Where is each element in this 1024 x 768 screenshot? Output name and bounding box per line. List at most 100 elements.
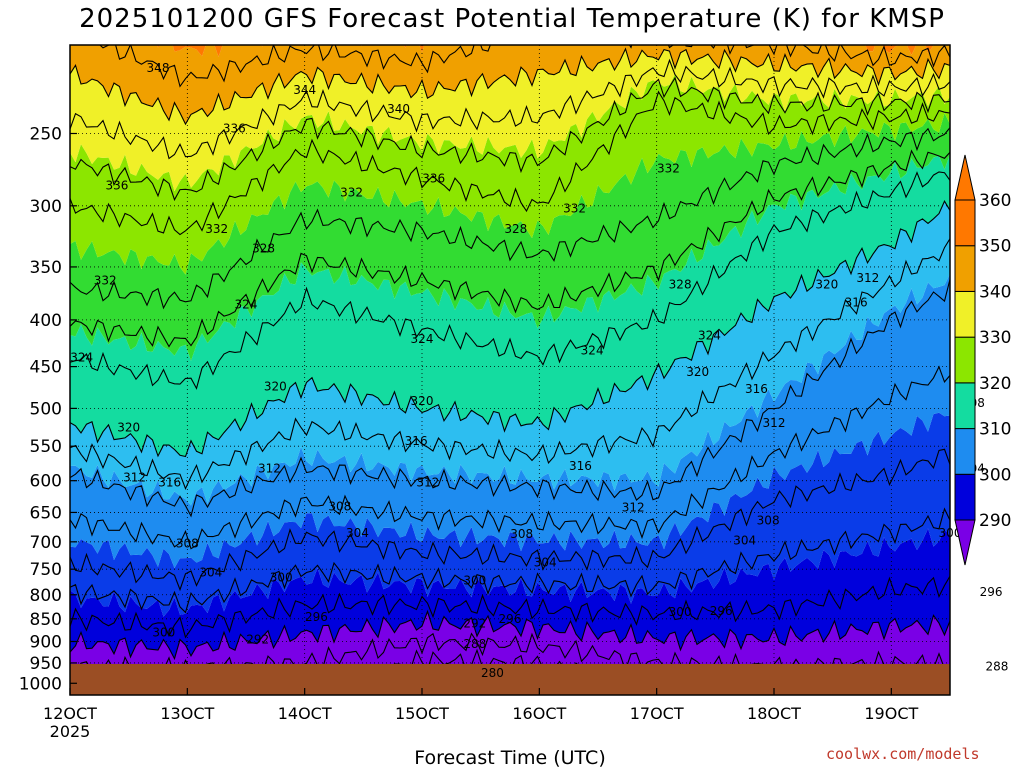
x-tick-label: 16OCT (512, 704, 566, 723)
contour-label: 312 (763, 416, 786, 430)
y-tick-label: 850 (30, 610, 62, 630)
fill-band-6 (70, 113, 950, 361)
isotherm-316 (70, 238, 950, 491)
contour-label: 300 (152, 626, 175, 640)
contour-label: 296 (710, 604, 733, 618)
contour-label: 332 (94, 273, 117, 287)
contour-label: 344 (293, 83, 316, 97)
contour-label: 304 (733, 534, 756, 548)
contour-label: 320 (411, 394, 434, 408)
colorbar-segment (954, 245, 976, 292)
contour-label: 308 (510, 527, 533, 541)
y-tick-label: 600 (30, 472, 62, 492)
contour-labels: 348 344 340 336 336 336 332 332 332 332 332 328 328 3… (70, 61, 1008, 680)
y-tick-label: 350 (30, 258, 62, 278)
contour-label: 336 (105, 178, 128, 192)
footer-credit: coolwx.com/models (826, 745, 980, 763)
colorbar-segment (954, 290, 976, 338)
y-tick-label: 500 (30, 399, 62, 419)
fill-band-4 (70, 201, 950, 506)
x-tick-label: 15OCT (395, 704, 449, 723)
contour-label: 320 (686, 365, 709, 379)
isotherm-340 (70, 76, 950, 202)
contour-label: 300 (270, 571, 293, 585)
isotherm-292 (70, 609, 950, 661)
contour-label: 288 (463, 637, 486, 651)
isotherm-304 (70, 448, 950, 592)
contour-label: 328 (669, 278, 692, 292)
isotherm-324 (70, 171, 950, 390)
fill-band-1 (70, 528, 950, 659)
contour-label: 280 (481, 666, 504, 680)
isotherm-312 (70, 279, 950, 518)
contour-label: 308 (176, 537, 199, 551)
contour-label: 300 (669, 605, 692, 619)
contour-label: 332 (205, 222, 228, 236)
contour-label: 296 (305, 610, 328, 624)
contour-label: 316 (845, 296, 868, 310)
isotherm-308 (70, 365, 950, 550)
fill-band-2 (70, 412, 950, 617)
colorbar-segment (954, 473, 976, 521)
y-tick-label: 300 (30, 197, 62, 217)
contour-label: 292 (463, 616, 486, 630)
contour-label: 320 (815, 278, 838, 292)
colorbar-segment (954, 336, 976, 384)
contour-label: 320 (117, 421, 140, 435)
fill-band-5 (70, 154, 950, 457)
colorbar-label: 300 (979, 465, 1011, 485)
x-tick-sublabel: 2025 (50, 722, 91, 741)
isotherm-296 (70, 575, 950, 639)
contour-label: 316 (405, 434, 428, 448)
isotherm-320 (70, 200, 950, 458)
contour-label: 328 (252, 241, 275, 255)
y-tick-label: 550 (30, 437, 62, 457)
y-tick-label: 950 (30, 654, 62, 674)
contour-label: 332 (657, 161, 680, 175)
contour-label: 304 (346, 526, 369, 540)
contour-label: 316 (745, 382, 768, 396)
x-axis-label: Forecast Time (UTC) (414, 747, 605, 768)
fill-band-9 (70, 45, 950, 125)
contour-label: 312 (258, 462, 281, 476)
contour-label: 332 (340, 185, 363, 199)
isotherm-328 (70, 149, 950, 348)
contour-label: 324 (411, 332, 434, 346)
colorbar-segment (954, 428, 976, 475)
contour-label: 332 (563, 201, 586, 215)
contour-label: 324 (698, 328, 721, 342)
fill-band-8 (70, 48, 950, 192)
isotherm-348 (70, 47, 950, 126)
colorbar-extend-top (954, 154, 976, 201)
contour-label: 336 (422, 171, 445, 185)
colorbar-segment (954, 382, 976, 430)
contour-label: 312 (856, 271, 879, 285)
x-tick-label: 12OCT (43, 704, 97, 723)
y-axis: 2503003504004505005506006507007508008509… (19, 124, 77, 694)
y-tick-label: 750 (30, 560, 62, 580)
contour-label: 312 (622, 501, 645, 515)
contour-label: 316 (158, 476, 181, 490)
x-tick-label: 19OCT (864, 704, 918, 723)
colorbar-label: 360 (979, 191, 1011, 211)
y-tick-label: 900 (30, 632, 62, 652)
contour-label: 324 (581, 343, 604, 357)
y-tick-label: 700 (30, 533, 62, 553)
plot-frame (69, 44, 951, 696)
contour-label: 348 (147, 61, 170, 75)
colorbar: 290 300 310 320 330 340 350 360 (954, 154, 1011, 566)
x-tick-label: 18OCT (747, 704, 801, 723)
contour-label: 312 (123, 470, 146, 484)
y-tick-label: 400 (30, 311, 62, 331)
y-tick-label: 450 (30, 358, 62, 378)
y-tick-label: 250 (30, 124, 62, 144)
x-tick-label: 17OCT (630, 704, 684, 723)
colorbar-label: 340 (979, 282, 1011, 302)
isotherm-332 (70, 127, 950, 310)
y-tick-label: 1000 (19, 674, 62, 694)
contour-label: 336 (223, 122, 246, 136)
x-tick-label: 13OCT (160, 704, 214, 723)
colorbar-extend-bottom (954, 519, 976, 566)
